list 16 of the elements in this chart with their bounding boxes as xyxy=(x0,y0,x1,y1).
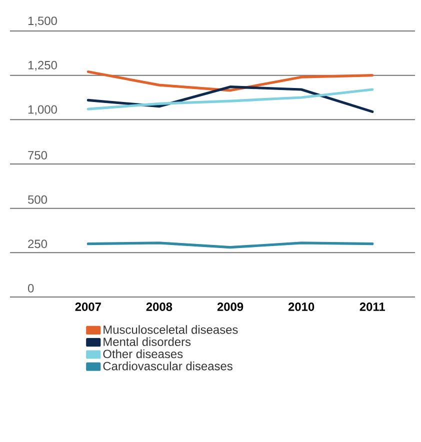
y-tick-label: 750 xyxy=(28,151,47,160)
x-tick-label: 2010 xyxy=(288,302,314,311)
legend-label: Other diseases xyxy=(103,349,183,358)
y-tick-label: 0 xyxy=(28,284,34,292)
legend-label: Cardiovascular diseases xyxy=(103,362,232,370)
y-tick-label: 1,500 xyxy=(28,16,57,26)
x-tick-label: 2011 xyxy=(360,302,385,311)
x-tick-label: 2009 xyxy=(217,302,244,311)
x-tick-label: 2008 xyxy=(146,302,172,311)
y-tick-label: 1,000 xyxy=(28,105,57,116)
y-tick-label: 1,250 xyxy=(28,60,57,71)
legend-label: Mental disorders xyxy=(104,337,191,346)
x-tick-label: 2007 xyxy=(75,302,101,311)
y-tick-label: 500 xyxy=(28,195,47,204)
legend-label: Musculosceletal diseases xyxy=(104,325,238,334)
y-tick-label: 250 xyxy=(28,240,47,248)
